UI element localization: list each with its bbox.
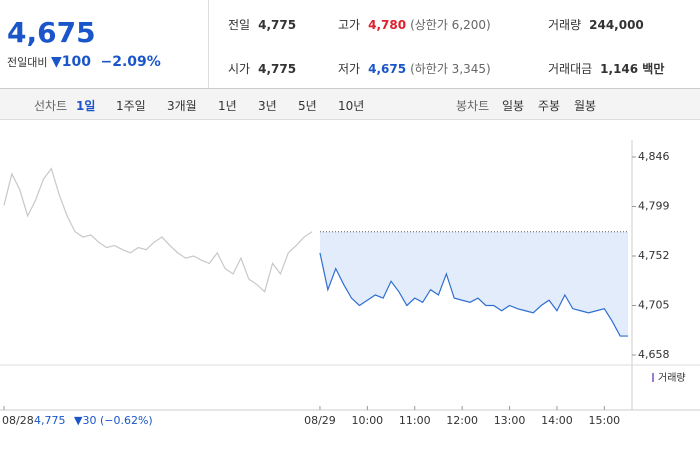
x-tick-label: 08/28	[2, 414, 34, 427]
x-tick-label: 14:00	[541, 414, 573, 427]
volume-label: 거래량	[658, 372, 686, 384]
x-tick-label: 13:00	[494, 414, 526, 427]
tab-bar: 선차트 1일 1주일 3개월 1년 3년 5년 10년 봉차트 일봉 주봉 월봉	[0, 89, 700, 120]
stat-value: 4,780	[368, 18, 407, 32]
tab[interactable]: 3년	[258, 99, 277, 113]
stat: 고가 4,780 (상한가 6,200)	[338, 16, 491, 33]
chart: 4,846 4,799 4,752 4,705 4,658 08/28 08/29 10:00…	[0, 140, 700, 427]
stat: 거래대금 1,146 백만	[548, 60, 664, 77]
tab[interactable]: 5년	[298, 99, 317, 113]
y-tick-label: 4,846	[638, 150, 670, 163]
stat: 저가 4,675 (하한가 3,345)	[338, 60, 491, 77]
x-tick-label: 15:00	[588, 414, 620, 427]
quote-header: 4,675 전일대비 ▼100 −2.09% 전일 4,775 고가 4,780 (상한…	[0, 0, 700, 89]
stat-label: 시가	[228, 62, 251, 76]
tab-group-label: 봉차트	[456, 99, 490, 113]
tab[interactable]: 일봉	[502, 99, 525, 113]
tab[interactable]: 주봉	[538, 99, 561, 113]
summary-price: 4,775	[34, 414, 66, 427]
stat: 시가 4,775	[228, 60, 296, 77]
x-tick-label: 10:00	[351, 414, 383, 427]
stat-value: 4,675	[368, 62, 407, 76]
volume-legend-swatch	[652, 373, 654, 382]
stat-label: 고가	[338, 18, 361, 32]
change: 전일대비 ▼100 −2.09%	[7, 54, 161, 70]
stat-value: 244,000	[589, 18, 644, 32]
stat-label: 거래대금	[548, 62, 593, 76]
tab[interactable]: 3개월	[167, 99, 197, 113]
tab[interactable]: 1일	[76, 99, 96, 113]
reference-fill	[319, 231, 629, 337]
change-amount: ▼100	[50, 54, 91, 70]
change-label: 전일대비	[7, 56, 48, 69]
summary-change: ▼30 (−0.62%)	[74, 414, 153, 427]
stat-note: (상한가 6,200)	[410, 18, 491, 32]
price-box: 4,675 전일대비 ▼100 −2.09%	[0, 0, 209, 88]
tab[interactable]: 1년	[218, 99, 237, 113]
price-line	[319, 252, 629, 337]
y-tick-label: 4,752	[638, 249, 670, 262]
y-tick-label: 4,799	[638, 200, 670, 213]
stat-label: 저가	[338, 62, 361, 76]
change-rate: −2.09%	[100, 54, 161, 70]
tab-group-label: 선차트	[34, 99, 68, 113]
tab[interactable]: 월봉	[574, 99, 597, 113]
y-tick-label: 4,705	[638, 299, 670, 312]
price: 4,675	[7, 16, 96, 49]
y-tick-label: 4,658	[638, 348, 670, 361]
stat-value: 4,775	[258, 62, 297, 76]
x-tick-label: 12:00	[446, 414, 478, 427]
x-tick-label: 08/29	[304, 414, 336, 427]
stat: 전일 4,775	[228, 16, 296, 33]
stat-label: 전일	[228, 18, 251, 32]
stat-value: 1,146 백만	[600, 62, 665, 76]
stat-value: 4,775	[258, 18, 297, 32]
tab[interactable]: 1주일	[116, 99, 146, 113]
stat-label: 거래량	[548, 18, 582, 32]
stat: 거래량 244,000	[548, 16, 644, 33]
price-line	[3, 167, 313, 293]
x-tick-label: 11:00	[399, 414, 431, 427]
tab[interactable]: 10년	[338, 99, 365, 113]
stat-note: (하한가 3,345)	[410, 62, 491, 76]
